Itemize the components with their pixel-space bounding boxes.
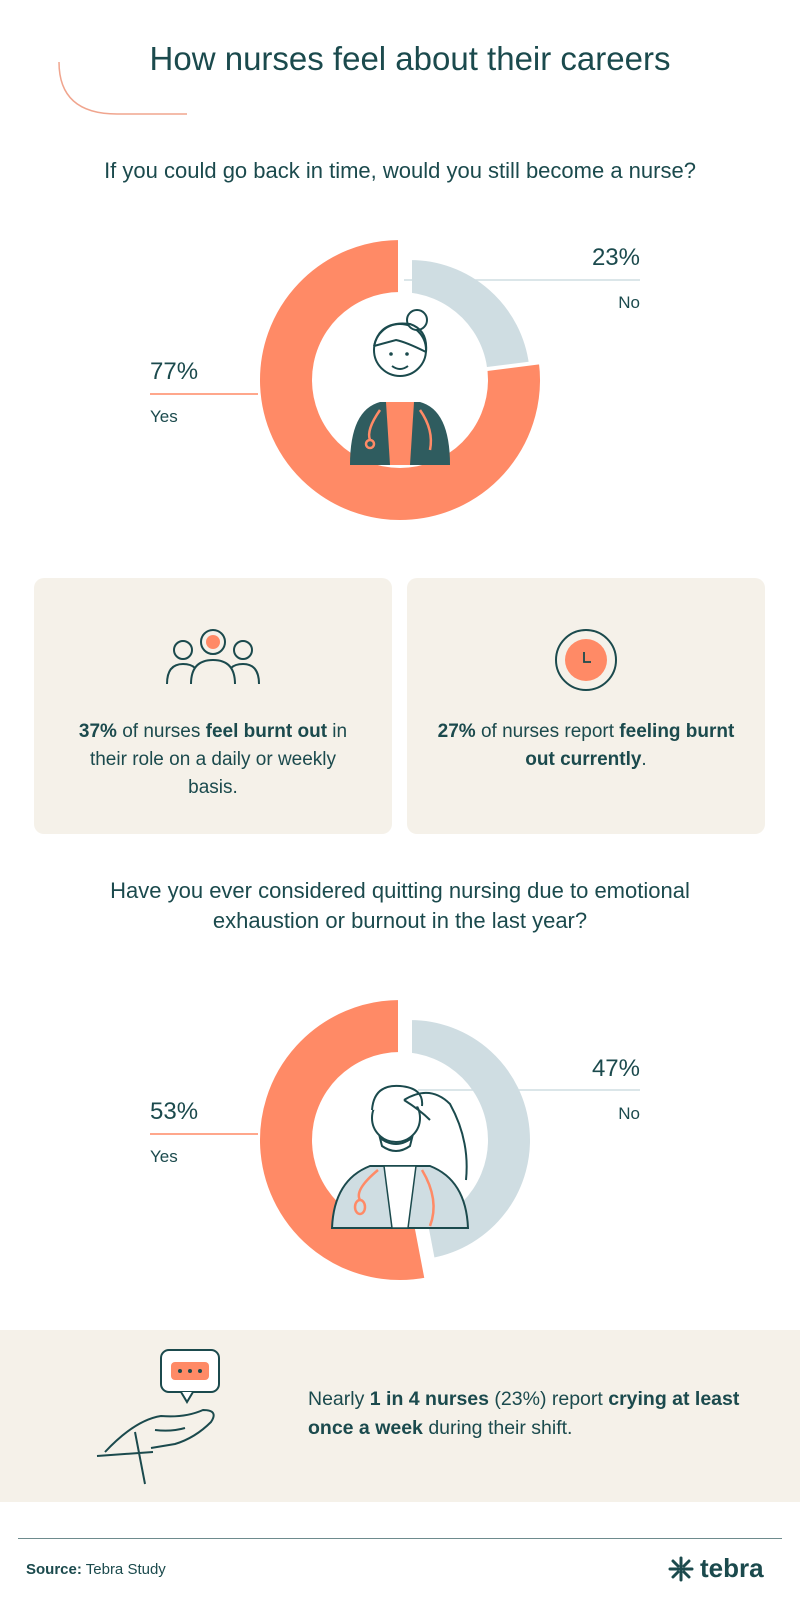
slice-yes	[256, 235, 544, 524]
tebra-logo-icon	[668, 1556, 694, 1581]
hand-speech-bubble-icon	[96, 1349, 220, 1485]
chart-2-donut: 47% No 53% Yes	[150, 995, 640, 1284]
chart-2-question: Have you ever considered quitting nursin…	[110, 878, 690, 933]
exhausted-nurse-man-illustration	[330, 1084, 470, 1229]
people-group-icon	[166, 629, 260, 685]
clock-icon	[555, 629, 617, 691]
nurse-woman-illustration	[350, 309, 450, 465]
chart-2-yes-percent: 53%	[150, 1098, 198, 1125]
burnout-current-text: 27% of nurses report feeling burnt out c…	[437, 721, 735, 770]
chart-1-no-label: No	[618, 293, 640, 312]
crying-stat-text: Nearly 1 in 4 nurses (23%) report crying…	[308, 1388, 740, 1439]
burnout-current-card: 27% of nurses report feeling burnt out c…	[407, 578, 765, 834]
source-credit: Source: Tebra Study	[26, 1561, 166, 1578]
chart-2-no-label: No	[618, 1104, 640, 1123]
burnout-daily-text: 37% of nurses feel burnt out in their ro…	[78, 721, 348, 798]
chart-1-no-percent: 23%	[592, 244, 640, 271]
title-decoration-arc	[58, 61, 187, 115]
chart-1-question: If you could go back in time, would you …	[104, 158, 696, 183]
burnout-daily-card: 37% of nurses feel burnt out in their ro…	[34, 578, 392, 834]
chart-2-no-percent: 47%	[592, 1055, 640, 1082]
tebra-logo: tebra	[668, 1553, 764, 1584]
chart-1-donut: 23% No 77% Yes	[150, 235, 640, 524]
page-title: How nurses feel about their careers	[149, 40, 671, 77]
footer-divider	[18, 1538, 782, 1539]
chart-2-yes-label: Yes	[150, 1147, 178, 1166]
crying-stat-banner: Nearly 1 in 4 nurses (23%) report crying…	[0, 1330, 800, 1502]
chart-1-yes-percent: 77%	[150, 358, 198, 385]
chart-1-yes-label: Yes	[150, 407, 178, 426]
